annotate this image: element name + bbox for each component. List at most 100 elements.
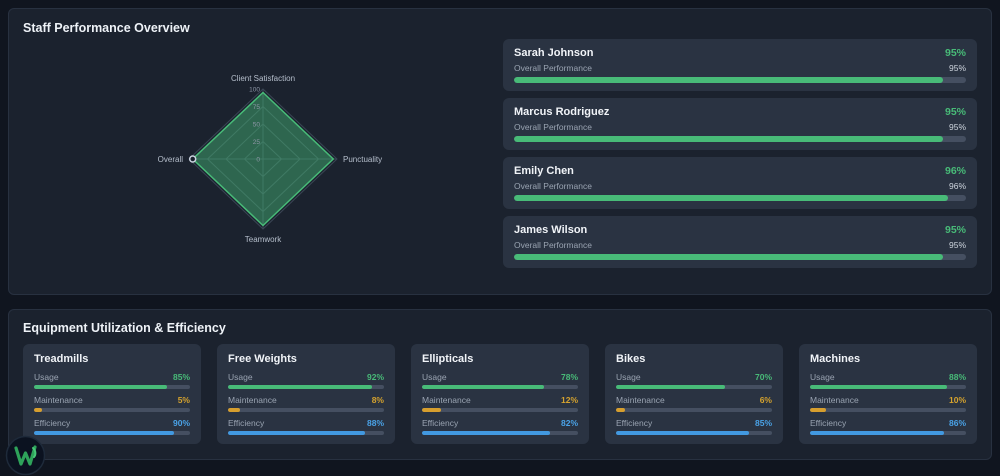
- staff-overall-percent: 96%: [944, 165, 966, 177]
- staff-performance-panel: Staff Performance Overview 100 75 50 25 0 Cli…: [8, 8, 992, 295]
- metric-percent: 85%: [754, 418, 772, 428]
- equipment-name: Ellipticals: [422, 353, 474, 365]
- metric-track: [422, 385, 578, 389]
- metric-percent: 70%: [754, 372, 772, 382]
- staff-overall-percent: 95%: [944, 106, 966, 118]
- performance-progress-track: [514, 195, 966, 201]
- metric-maintenance: Maintenance 6%: [616, 395, 772, 412]
- staff-name: Marcus Rodriguez: [514, 106, 610, 118]
- metric-percent: 78%: [560, 372, 578, 382]
- staff-card: Emily Chen 96% Overall Performance 96%: [503, 157, 977, 209]
- metric-track: [616, 408, 772, 412]
- brand-logo-icon: [5, 435, 46, 476]
- metric-fill: [422, 431, 550, 435]
- staff-panel-title: Staff Performance Overview: [23, 21, 190, 35]
- staff-overall-percent: 95%: [944, 224, 966, 236]
- staff-card: Sarah Johnson 95% Overall Performance 95…: [503, 39, 977, 91]
- metric-percent: 8%: [371, 395, 384, 405]
- metric-maintenance: Maintenance 8%: [228, 395, 384, 412]
- metric-label: Usage: [228, 372, 253, 382]
- metric-percent: 88%: [948, 372, 966, 382]
- svg-text:0: 0: [256, 156, 260, 163]
- performance-progress-fill: [514, 136, 944, 142]
- metric-fill: [34, 385, 167, 389]
- metric-track: [810, 408, 966, 412]
- metric-label: Maintenance: [422, 395, 471, 405]
- overall-performance-value: 95%: [948, 122, 966, 132]
- metric-fill: [34, 431, 175, 435]
- metric-usage: Usage 70%: [616, 372, 772, 389]
- performance-progress-fill: [514, 77, 944, 83]
- metric-maintenance: Maintenance 10%: [810, 395, 966, 412]
- metric-usage: Usage 92%: [228, 372, 384, 389]
- metric-percent: 10%: [948, 395, 966, 405]
- svg-text:75: 75: [253, 104, 261, 111]
- overall-performance-label: Overall Performance: [514, 122, 592, 132]
- metric-efficiency: Efficiency 85%: [616, 418, 772, 435]
- metric-track: [34, 431, 190, 435]
- overall-performance-value: 95%: [948, 63, 966, 73]
- equipment-panel: Equipment Utilization & Efficiency Tread…: [8, 309, 992, 460]
- metric-fill: [34, 408, 42, 412]
- staff-name: Sarah Johnson: [514, 47, 594, 59]
- metric-track: [34, 408, 190, 412]
- metric-percent: 90%: [172, 418, 190, 428]
- svg-text:25: 25: [253, 139, 261, 146]
- equipment-card: Treadmills Usage 85% Maintenance 5% Effi…: [23, 344, 201, 444]
- metric-track: [422, 408, 578, 412]
- equipment-card: Ellipticals Usage 78% Maintenance 12% Ef…: [411, 344, 589, 444]
- metric-fill: [228, 431, 366, 435]
- staff-card: Marcus Rodriguez 95% Overall Performance…: [503, 98, 977, 150]
- metric-label: Usage: [422, 372, 447, 382]
- metric-usage: Usage 85%: [34, 372, 190, 389]
- metric-track: [810, 385, 966, 389]
- metric-track: [34, 385, 190, 389]
- metric-maintenance: Maintenance 5%: [34, 395, 190, 412]
- metric-efficiency: Efficiency 90%: [34, 418, 190, 435]
- metric-fill: [422, 408, 441, 412]
- metric-percent: 86%: [948, 418, 966, 428]
- metric-track: [228, 408, 384, 412]
- staff-card-list: Sarah Johnson 95% Overall Performance 95…: [503, 35, 977, 278]
- metric-percent: 5%: [177, 395, 190, 405]
- metric-percent: 12%: [560, 395, 578, 405]
- performance-progress-track: [514, 77, 966, 83]
- staff-name: James Wilson: [514, 224, 588, 236]
- equipment-name: Machines: [810, 353, 861, 365]
- staff-panel-content: 100 75 50 25 0 Client Satisfaction Punctuality…: [23, 35, 977, 278]
- equipment-card: Machines Usage 88% Maintenance 10% Effic…: [799, 344, 977, 444]
- svg-text:Teamwork: Teamwork: [245, 235, 282, 244]
- overall-performance-value: 96%: [948, 181, 966, 191]
- metric-track: [616, 385, 772, 389]
- svg-text:Punctuality: Punctuality: [343, 155, 382, 164]
- metric-track: [810, 431, 966, 435]
- metric-percent: 82%: [560, 418, 578, 428]
- performance-progress-track: [514, 136, 966, 142]
- overall-performance-label: Overall Performance: [514, 240, 592, 250]
- equipment-card: Free Weights Usage 92% Maintenance 8% Ef…: [217, 344, 395, 444]
- svg-text:Overall: Overall: [158, 155, 184, 164]
- equipment-name: Bikes: [616, 353, 646, 365]
- metric-label: Maintenance: [616, 395, 665, 405]
- metric-label: Maintenance: [810, 395, 859, 405]
- metric-usage: Usage 78%: [422, 372, 578, 389]
- metric-percent: 88%: [366, 418, 384, 428]
- overall-performance-label: Overall Performance: [514, 63, 592, 73]
- metric-percent: 85%: [172, 372, 190, 382]
- performance-progress-fill: [514, 195, 948, 201]
- metric-label: Usage: [616, 372, 641, 382]
- equipment-card: Bikes Usage 70% Maintenance 6% Efficienc…: [605, 344, 783, 444]
- metric-label: Efficiency: [422, 418, 459, 428]
- equipment-name: Free Weights: [228, 353, 297, 365]
- staff-card: James Wilson 95% Overall Performance 95%: [503, 216, 977, 268]
- overall-performance-value: 95%: [948, 240, 966, 250]
- svg-text:100: 100: [249, 86, 260, 93]
- metric-label: Efficiency: [34, 418, 71, 428]
- metric-label: Efficiency: [228, 418, 265, 428]
- metric-fill: [616, 385, 726, 389]
- staff-overall-percent: 95%: [944, 47, 966, 59]
- metric-track: [422, 431, 578, 435]
- equipment-card-list: Treadmills Usage 85% Maintenance 5% Effi…: [23, 344, 977, 444]
- metric-fill: [810, 385, 948, 389]
- metric-fill: [228, 385, 372, 389]
